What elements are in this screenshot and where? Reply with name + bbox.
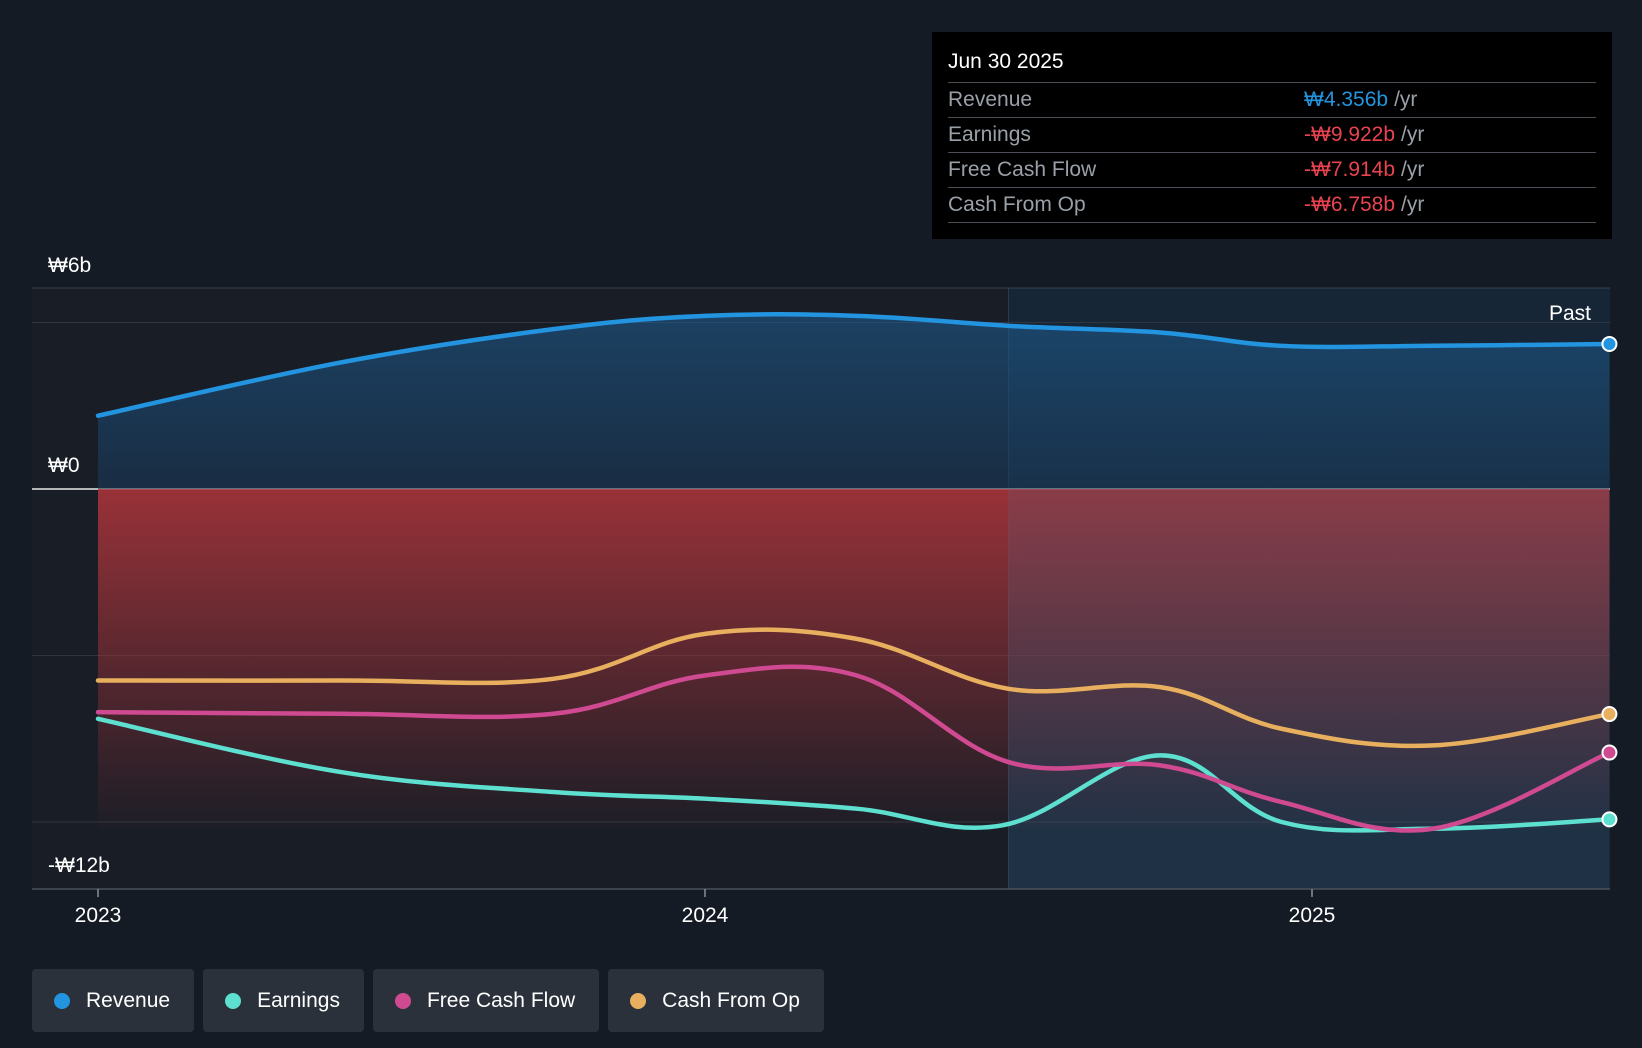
- x-tick-label: 2025: [1289, 904, 1336, 927]
- tooltip-row-value: -₩7.914b: [1304, 158, 1396, 181]
- past-label: Past: [1549, 302, 1591, 325]
- y-axis-label: -₩12b: [48, 854, 110, 877]
- earnings-end-point: [1601, 811, 1618, 828]
- free-cash-flow-line: [95, 664, 1612, 833]
- revenue-line: [95, 312, 1612, 418]
- tooltip-row-label: Revenue: [948, 88, 1033, 111]
- legend-label: Earnings: [257, 988, 340, 1012]
- tooltip-row-revenue: Revenue ₩4.356b /yr: [948, 83, 1596, 118]
- y-axis-label: ₩6b: [48, 254, 91, 277]
- earnings-dot-icon: [225, 992, 242, 1009]
- tooltip-row-unit: /yr: [1401, 123, 1425, 146]
- cash-from-op-line: [95, 627, 1612, 749]
- legend-item-earnings[interactable]: Earnings: [203, 969, 364, 1032]
- cash-from-op-dot-icon: [630, 992, 647, 1009]
- area-fills: [98, 314, 1610, 889]
- x-tick-label: 2024: [682, 904, 729, 927]
- legend-label: Revenue: [86, 988, 171, 1012]
- y-axis-label: ₩0: [48, 454, 80, 477]
- tooltip-row-unit: /yr: [1401, 193, 1425, 216]
- legend-item-cash-from-op[interactable]: Cash From Op: [608, 969, 824, 1032]
- tooltip-date: Jun 30 2025: [948, 46, 1596, 83]
- axes: 2023 2024 2025 ₩6b ₩0 -₩12b Past: [32, 254, 1610, 927]
- series-lines: [95, 312, 1618, 833]
- past-overlay: [1008, 489, 1610, 889]
- tooltip-row-unit: /yr: [1401, 158, 1425, 181]
- tooltip-row-label: Earnings: [948, 123, 1031, 146]
- revenue-area: [98, 314, 1610, 489]
- tooltip-row-cash-from-op: Cash From Op -₩6.758b /yr: [948, 188, 1596, 223]
- tooltip-row-label: Cash From Op: [948, 193, 1086, 216]
- tooltip-row-unit: /yr: [1394, 88, 1418, 111]
- legend-item-free-cash-flow[interactable]: Free Cash Flow: [372, 969, 600, 1032]
- free-cash-flow-dot-icon: [394, 992, 411, 1009]
- legend-label: Free Cash Flow: [426, 988, 576, 1012]
- x-tick-label: 2023: [75, 904, 122, 927]
- tooltip-row-earnings: Earnings -₩9.922b /yr: [948, 118, 1596, 153]
- tooltip-row-free-cash-flow: Free Cash Flow -₩7.914b /yr: [948, 153, 1596, 188]
- free-cash-flow-end-point: [1601, 744, 1618, 761]
- legend-label: Cash From Op: [662, 988, 800, 1012]
- earnings-line: [95, 716, 1612, 833]
- tooltip-panel: Jun 30 2025 Revenue ₩4.356b /yr Earnings…: [932, 32, 1612, 239]
- tooltip-row-label: Free Cash Flow: [948, 158, 1097, 181]
- legend-item-revenue[interactable]: Revenue: [32, 969, 195, 1032]
- legend: Revenue Earnings Free Cash Flow Cash Fro…: [32, 969, 824, 1032]
- tooltip-row-value: ₩4.356b: [1304, 88, 1389, 111]
- cash-from-op-end-point: [1601, 706, 1618, 723]
- tooltip-row-value: -₩6.758b: [1304, 193, 1396, 216]
- tooltip-row-value: -₩9.922b: [1304, 123, 1396, 146]
- revenue-end-point: [1601, 335, 1618, 352]
- revenue-dot-icon: [54, 992, 70, 1009]
